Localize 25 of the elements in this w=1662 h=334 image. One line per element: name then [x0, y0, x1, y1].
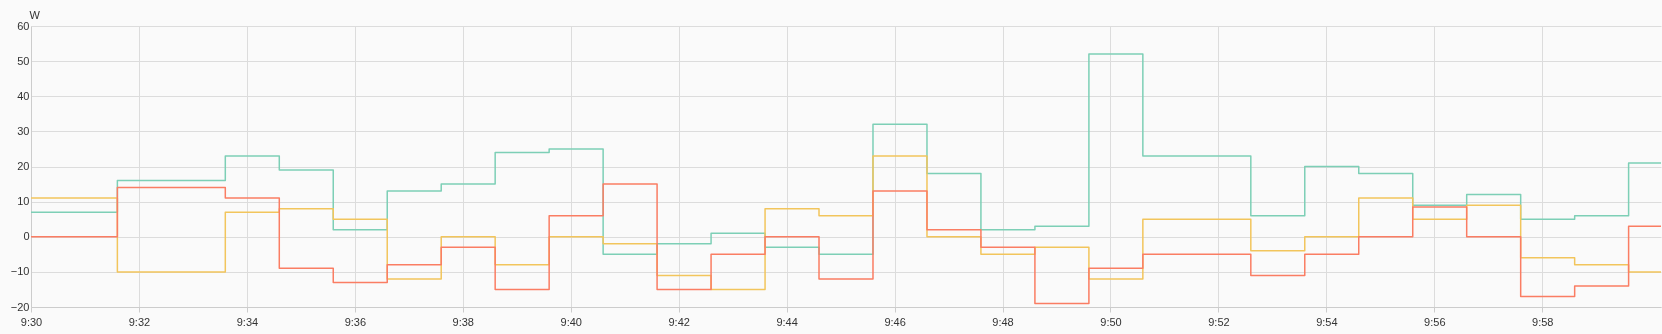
y-tick-label: 30 [17, 124, 30, 137]
y-tick-label: 60 [17, 19, 30, 32]
y-tick-label: −20 [10, 300, 30, 313]
x-tick-label: 9:40 [560, 315, 582, 328]
x-tick-label: 9:38 [452, 315, 474, 328]
x-tick-label: 9:54 [1316, 315, 1338, 328]
y-axis-title: W [29, 8, 41, 21]
x-tick-label: 9:46 [884, 315, 906, 328]
x-tick-label: 9:44 [776, 315, 798, 328]
x-tick-label: 9:50 [1100, 315, 1122, 328]
x-tick-label: 9:34 [236, 315, 259, 328]
y-tick-label: 50 [17, 54, 30, 67]
x-tick-label: 9:58 [1532, 315, 1554, 328]
y-tick-label: −10 [10, 265, 30, 278]
y-tick-label: 20 [17, 160, 30, 172]
x-tick-label: 9:42 [668, 315, 690, 328]
y-tick-label: 40 [17, 89, 30, 102]
x-tick-label: 9:30 [20, 315, 43, 328]
x-tick-label: 9:36 [344, 315, 367, 328]
y-tick-label: 0 [23, 230, 30, 243]
y-tick-label: 10 [17, 195, 30, 208]
x-tick-label: 9:52 [1208, 315, 1230, 328]
x-tick-label: 9:32 [128, 315, 151, 328]
x-tick-label: 9:56 [1424, 315, 1446, 328]
x-tick-label: 9:48 [992, 315, 1014, 328]
